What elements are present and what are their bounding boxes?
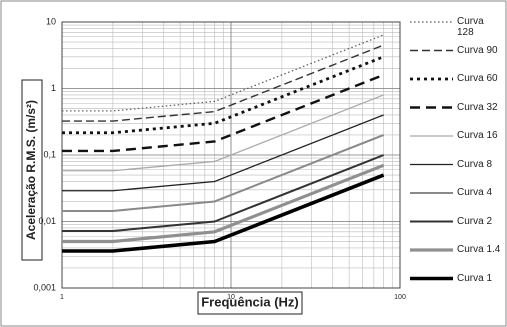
y-label-box [21, 79, 43, 261]
series-line [62, 114, 384, 192]
series-line [62, 34, 384, 112]
series-line [62, 163, 385, 244]
series-line [62, 154, 384, 232]
x-tick-label: 100 [394, 294, 406, 301]
legend-label: Curva 32 [457, 101, 498, 113]
plot-border [61, 21, 401, 289]
legend-label: Curva 1 [457, 272, 493, 284]
y-tick-label: 10 [46, 16, 56, 26]
series-line [62, 73, 385, 153]
legend-label: Curva 4 [457, 187, 493, 198]
x-axis-label: Frequência (Hz) [201, 294, 299, 309]
legend-label: Curva 128 [457, 16, 484, 38]
y-tick-label: 1 [51, 83, 56, 93]
legend-label: Curva 90 [457, 44, 498, 56]
x-label-box [197, 291, 303, 315]
series-line [62, 134, 384, 212]
y-axis-label: Aceleração R.M.S. (m/s²) [24, 100, 38, 240]
x-tick-label: 10 [227, 294, 235, 301]
legend-label: Curva 60 [457, 73, 498, 84]
x-tick-label: 1 [60, 294, 64, 301]
legend-label: Curva 8 [457, 158, 493, 170]
y-tick-label: 0,1 [43, 149, 56, 159]
legend-label: Curva 1.4 [457, 244, 501, 255]
series-line [62, 44, 384, 122]
series-line [62, 173, 385, 253]
y-tick-label: 0,01 [38, 216, 56, 226]
series-line [62, 94, 384, 172]
legend-label: Curva 2 [457, 215, 493, 227]
legend-label: Curva 16 [457, 130, 498, 141]
y-tick-label: 0,001 [33, 282, 56, 292]
